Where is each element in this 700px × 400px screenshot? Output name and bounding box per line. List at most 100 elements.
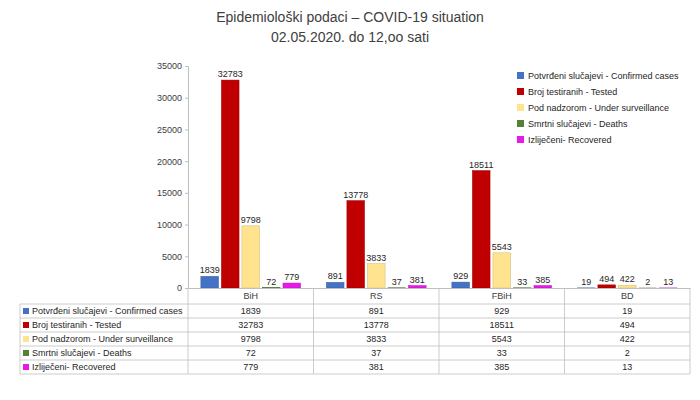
table-row-label: Smrtni slučajevi - Deaths xyxy=(32,348,132,358)
x-tick: BiH xyxy=(243,291,258,301)
table-cell: 13 xyxy=(622,362,632,372)
y-tick-label: 30000 xyxy=(157,93,182,103)
y-tick: 5000 xyxy=(162,252,188,262)
table-row-label: Pod nadzorom - Under surveillance xyxy=(32,334,173,344)
data-label: 2 xyxy=(645,277,650,287)
data-label: 37 xyxy=(392,277,402,287)
data-label: 929 xyxy=(453,271,468,281)
table-line xyxy=(313,288,314,374)
bar xyxy=(221,80,239,288)
y-tick-label: 35000 xyxy=(157,61,182,71)
x-tick: FBiH xyxy=(492,291,512,301)
table-line xyxy=(20,346,690,347)
data-label: 5543 xyxy=(492,242,512,252)
y-tick-mark xyxy=(185,161,188,162)
table-line xyxy=(20,304,21,374)
data-label: 1839 xyxy=(200,265,220,275)
y-tick-label: 10000 xyxy=(157,220,182,230)
y-tick: 15000 xyxy=(157,188,188,198)
table-cell: 5543 xyxy=(492,334,512,344)
table-cell: 33 xyxy=(497,348,507,358)
table-key xyxy=(23,336,29,342)
y-tick-label: 0 xyxy=(177,283,182,293)
data-label: 422 xyxy=(620,274,635,284)
table-key xyxy=(23,350,29,356)
bar xyxy=(283,283,301,288)
legend-label: Smrtni slučajevi - Deaths xyxy=(528,119,628,129)
table-line xyxy=(20,332,690,333)
table-line xyxy=(20,318,690,319)
x-tick-label: RS xyxy=(370,291,383,301)
bar xyxy=(513,287,531,288)
legend-key xyxy=(517,88,524,95)
table-line xyxy=(188,288,189,374)
table-cell: 32783 xyxy=(238,320,263,330)
table-row-label: Broj testiranih - Tested xyxy=(32,320,121,330)
y-tick: 25000 xyxy=(157,125,188,135)
legend-label: Izliječeni- Recovered xyxy=(528,135,612,145)
table-key xyxy=(23,308,29,314)
data-label: 13778 xyxy=(343,190,368,200)
table-key xyxy=(23,364,29,370)
y-tick-mark xyxy=(185,256,188,257)
y-tick: 10000 xyxy=(157,220,188,230)
bar xyxy=(201,276,219,288)
table-line xyxy=(690,288,691,374)
table-cell: 929 xyxy=(494,306,509,316)
table-line xyxy=(20,360,690,361)
table-cell: 13778 xyxy=(364,320,389,330)
legend: Potvrđeni slučajevi - Confirmed cases Bro… xyxy=(517,71,679,145)
data-label: 3833 xyxy=(366,253,386,263)
legend-key xyxy=(517,72,524,79)
chart: Epidemiološki podaci – COVID-19 situatio… xyxy=(0,0,700,400)
data-label: 33 xyxy=(517,277,527,287)
y-tick-label: 15000 xyxy=(157,188,182,198)
table-cell: 19 xyxy=(622,306,632,316)
data-table: Potvrđeni slučajevi - Confirmed cases183… xyxy=(20,288,690,374)
legend-key xyxy=(517,120,524,127)
y-tick: 20000 xyxy=(157,157,188,167)
y-tick-mark xyxy=(185,193,188,194)
data-label: 72 xyxy=(266,277,276,287)
table-cell: 891 xyxy=(369,306,384,316)
table-cell: 422 xyxy=(620,334,635,344)
data-label: 32783 xyxy=(218,69,243,79)
bar xyxy=(493,253,511,288)
table-cell: 385 xyxy=(494,362,509,372)
y-tick: 0 xyxy=(177,283,188,293)
legend-label: Broj testiranih - Tested xyxy=(528,87,617,97)
data-label: 385 xyxy=(535,275,550,285)
bar xyxy=(262,287,280,288)
bar xyxy=(367,264,385,288)
bar xyxy=(639,287,657,288)
y-tick-label: 25000 xyxy=(157,125,182,135)
bar xyxy=(408,286,426,288)
data-label: 19 xyxy=(581,277,591,287)
table-key xyxy=(23,322,29,328)
bar xyxy=(388,287,406,288)
x-tick: RS xyxy=(370,291,383,301)
bar xyxy=(472,171,490,288)
table-row-label: Izliječeni- Recovered xyxy=(32,362,116,372)
table-cell: 2 xyxy=(625,348,630,358)
data-label: 891 xyxy=(328,271,343,281)
legend-label: Potvrđeni slučajevi - Confirmed cases xyxy=(528,71,679,81)
table-line xyxy=(564,288,565,374)
bar xyxy=(242,226,260,288)
x-tick: BD xyxy=(621,291,634,301)
y-tick-label: 20000 xyxy=(157,157,182,167)
table-cell: 779 xyxy=(243,362,258,372)
title: Epidemiološki podaci – COVID-19 situatio… xyxy=(216,9,484,25)
table-line xyxy=(439,288,440,374)
table-cell: 72 xyxy=(246,348,256,358)
x-tick-label: BD xyxy=(621,291,634,301)
y-tick-mark xyxy=(185,288,188,289)
y-tick-label: 5000 xyxy=(162,252,182,262)
data-label: 13 xyxy=(663,277,673,287)
bars xyxy=(201,80,677,288)
x-tick-label: FBiH xyxy=(492,291,512,301)
table-cell: 3833 xyxy=(366,334,386,344)
bar xyxy=(326,282,344,288)
data-label: 18511 xyxy=(469,160,493,170)
bar xyxy=(534,286,552,288)
